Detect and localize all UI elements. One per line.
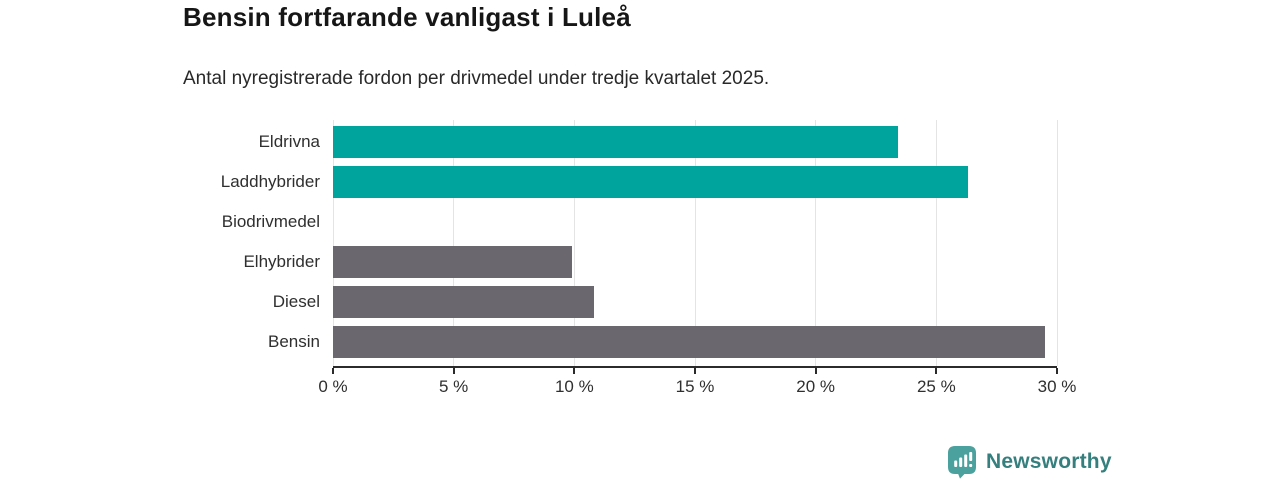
newsworthy-logo-text: Newsworthy <box>986 450 1112 473</box>
category-label-biodrivmedel: Biodrivmedel <box>221 212 320 231</box>
x-tick-10 <box>573 368 576 374</box>
gridline-25 <box>935 120 937 366</box>
x-tick-20 <box>814 368 817 374</box>
gridline-0 <box>332 120 334 366</box>
newsworthy-logo[interactable]: Newsworthy <box>947 445 1112 479</box>
x-tick-5 <box>452 368 455 374</box>
category-label-laddhybrider: Laddhybrider <box>220 172 320 191</box>
gridline-10 <box>573 120 575 366</box>
gridline-15 <box>694 120 696 366</box>
gridline-20 <box>815 120 817 366</box>
gridline-5 <box>453 120 455 366</box>
bar-laddhybrider <box>333 166 968 198</box>
x-tick-label: 20 % <box>796 377 836 396</box>
bar-bensin <box>333 326 1045 358</box>
x-tick-0 <box>332 368 334 374</box>
x-tick-15 <box>694 368 696 374</box>
plot-area <box>332 120 1058 368</box>
bar-diesel <box>333 286 594 318</box>
x-tick-25 <box>935 368 938 374</box>
y-axis-labels: Eldrivna Laddhybrider Biodrivmedel Elhybrid… <box>80 120 320 366</box>
x-tick-label: 25 % <box>916 377 956 396</box>
bar-eldrivna <box>333 126 898 158</box>
category-label-elhybrider: Elhybrider <box>243 252 320 271</box>
x-tick-label: 0 % <box>318 377 348 396</box>
x-tick-label: 30 % <box>1037 377 1077 396</box>
chart-title: Bensin fortfarande vanligast i Luleå <box>183 2 631 32</box>
category-label-bensin: Bensin <box>268 332 320 351</box>
x-tick-label: 15 % <box>675 377 715 396</box>
x-tick-label: 10 % <box>554 377 594 396</box>
category-label-diesel: Diesel <box>272 292 320 311</box>
gridline-30 <box>1056 120 1058 366</box>
x-tick-30 <box>1056 368 1058 374</box>
x-axis: 0 % 5 % 10 % 15 % 20 % 25 % 30 % <box>318 368 1076 400</box>
newsworthy-icon <box>947 445 977 479</box>
category-label-eldrivna: Eldrivna <box>258 132 320 151</box>
chart-subtitle: Antal nyregistrerade fordon per drivmede… <box>183 68 770 89</box>
bar-elhybrider <box>333 246 572 278</box>
x-tick-label: 5 % <box>439 377 469 396</box>
